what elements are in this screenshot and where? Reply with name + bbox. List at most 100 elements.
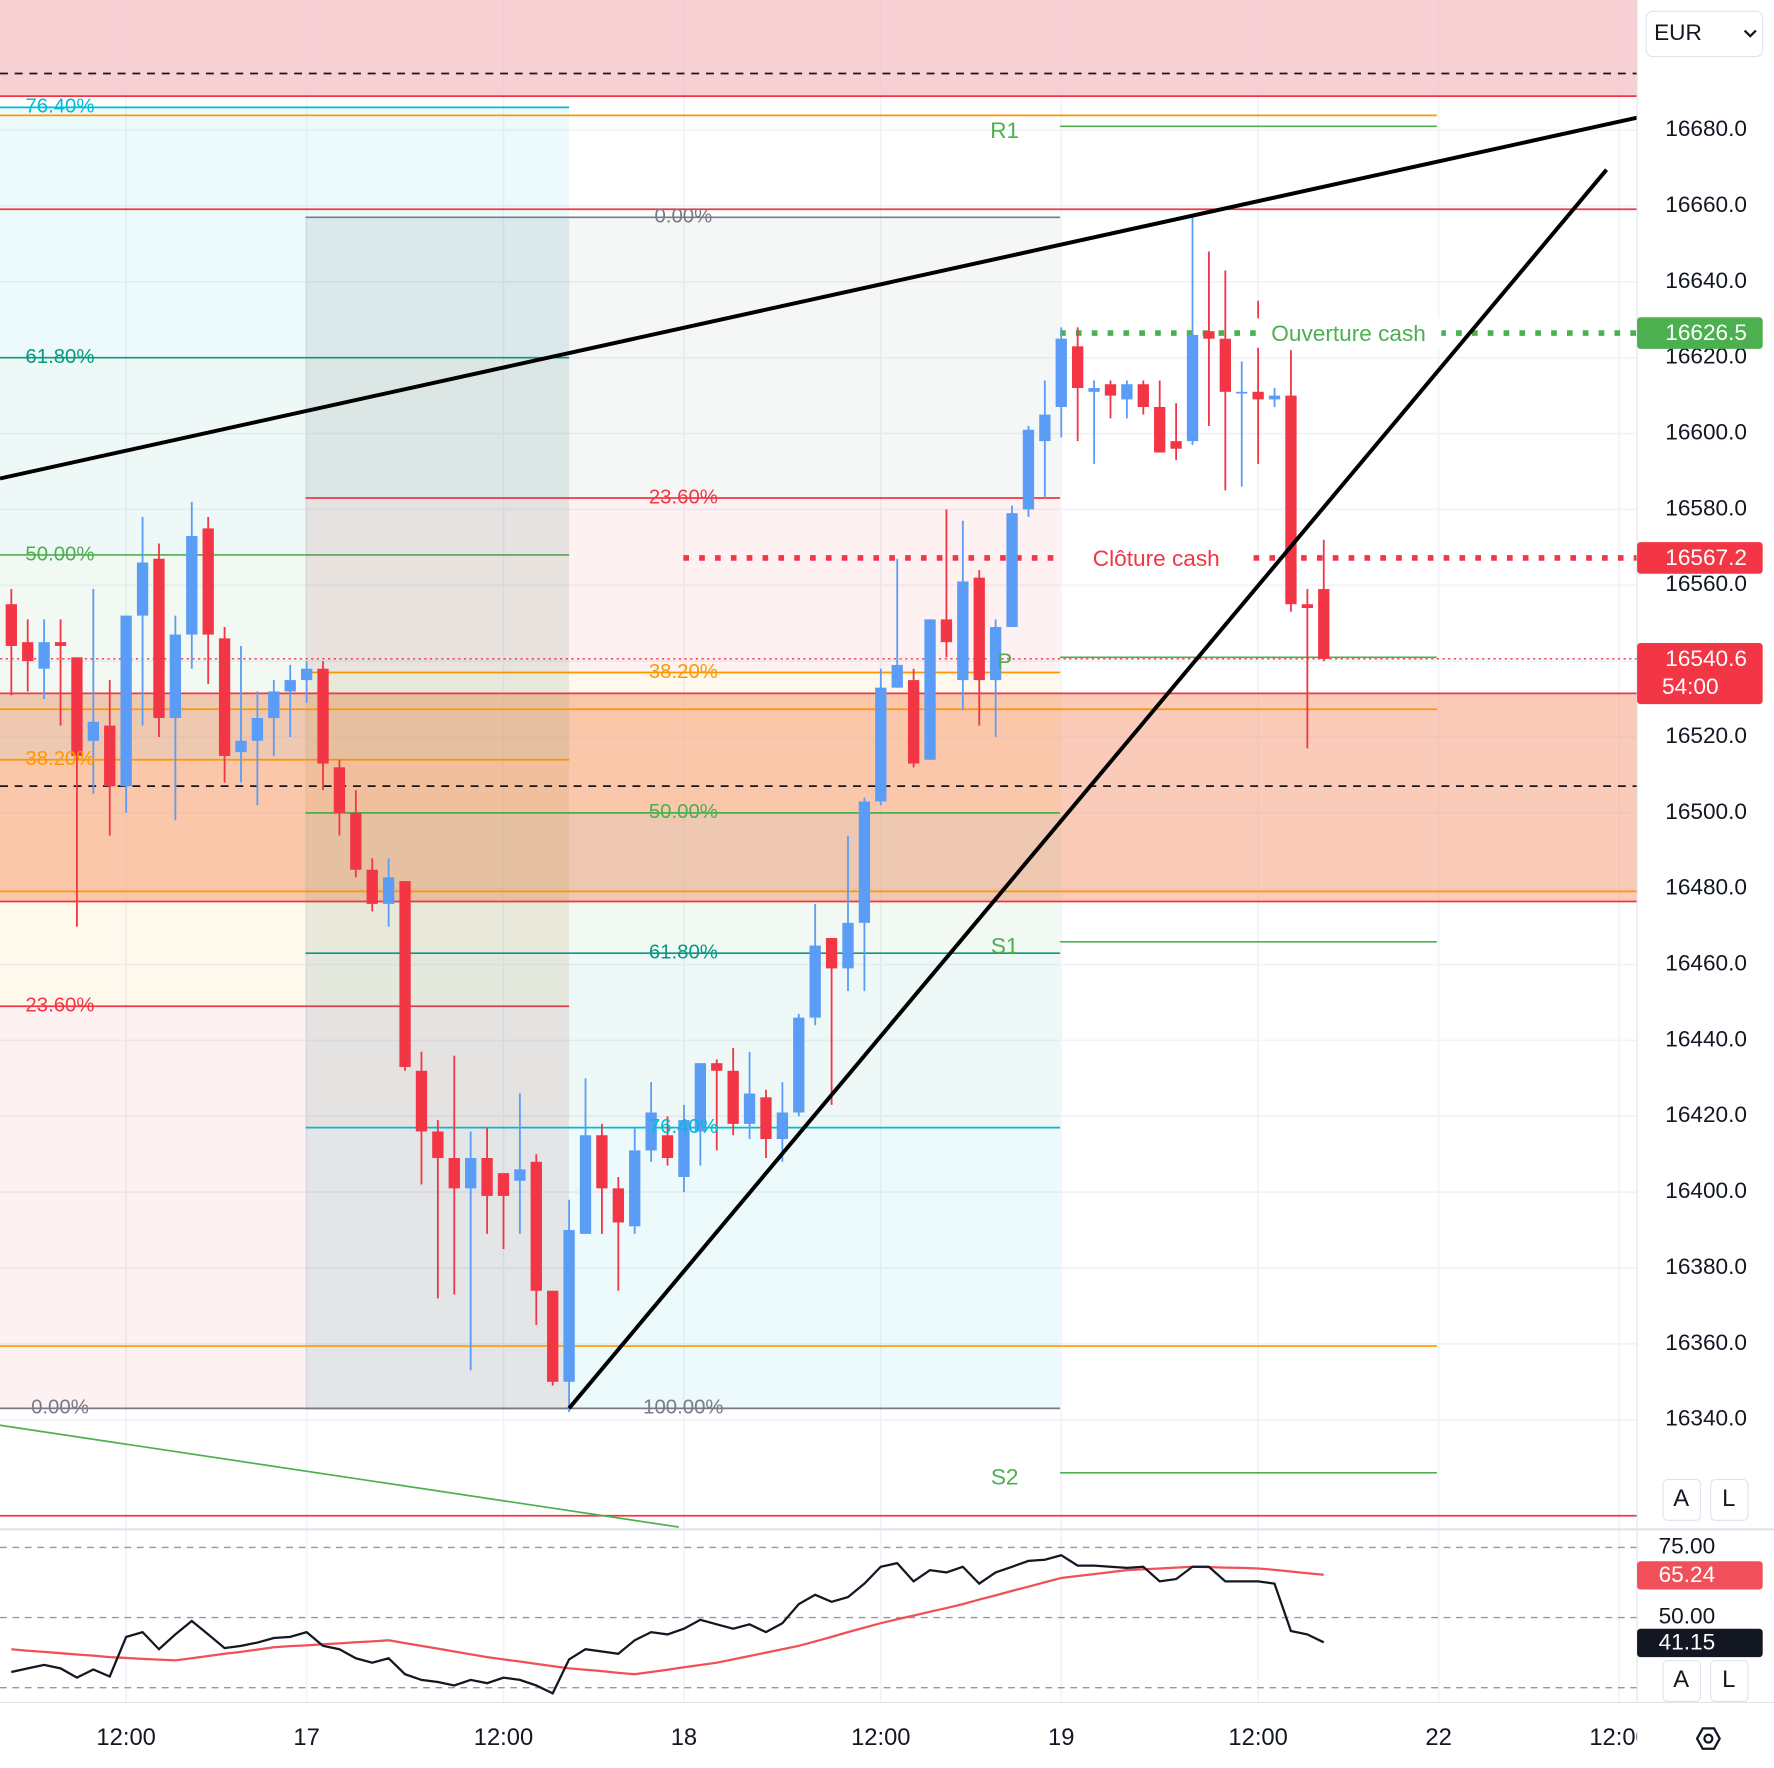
candle-body xyxy=(5,604,17,646)
candle-body xyxy=(1154,406,1166,453)
session-label: Ouverture cash xyxy=(1271,321,1426,346)
trend-line xyxy=(567,168,1609,1410)
fib-label: 61.80% xyxy=(25,346,94,368)
badges: 12:00 17 12:00 18 12:00 19 12:00 22 12:00 16340.0… xyxy=(96,116,1763,1751)
y-tick-label: 16560.0 xyxy=(1665,571,1747,596)
currency[interactable]: EUR xyxy=(1654,20,1702,45)
settings-icon[interactable] xyxy=(1695,1727,1721,1750)
candle-body xyxy=(776,1112,789,1140)
y-tick-label: 16580.0 xyxy=(1665,495,1747,520)
y-tick-label: 16340.0 xyxy=(1665,1406,1747,1431)
candle-body xyxy=(153,558,165,719)
auto-label[interactable]: A xyxy=(1673,1666,1689,1693)
fib-zone xyxy=(0,759,570,1007)
candle-body xyxy=(235,740,247,753)
last-price-label: 16540.6 xyxy=(1665,646,1747,671)
x-tick-label: 18 xyxy=(671,1724,697,1751)
candle-body xyxy=(481,1158,493,1196)
candle-body xyxy=(973,577,985,681)
candle-body xyxy=(1236,391,1248,394)
fib-zone xyxy=(305,217,1061,499)
time-axis xyxy=(0,1702,1774,1768)
candle-body xyxy=(1088,388,1100,392)
fib-label: 23.60% xyxy=(649,486,718,508)
currency-select[interactable] xyxy=(1645,10,1764,58)
candle-body xyxy=(300,668,313,681)
candle-body xyxy=(629,1150,641,1227)
candle-body xyxy=(1318,589,1330,659)
y-tick-label: 16520.0 xyxy=(1665,723,1747,748)
candle-body xyxy=(136,562,149,616)
candle-body xyxy=(661,1135,674,1159)
candle-body xyxy=(366,869,378,904)
trend-line xyxy=(0,1424,679,1528)
drawings-background xyxy=(0,0,1638,902)
auto-button[interactable] xyxy=(1662,1659,1702,1702)
candle-body xyxy=(875,687,887,802)
fib-label: 61.80% xyxy=(649,942,718,964)
candle-body xyxy=(22,642,34,662)
pivot-label: S1 xyxy=(991,933,1019,958)
log-label[interactable]: L xyxy=(1722,1485,1735,1512)
y-tick-label: 16480.0 xyxy=(1665,875,1747,900)
fib-zone xyxy=(305,812,1061,954)
log-button[interactable] xyxy=(1710,1478,1749,1521)
fib-label: 23.60% xyxy=(25,995,94,1017)
candle-body xyxy=(825,938,838,969)
value-badge-label: 65.24 xyxy=(1659,1562,1716,1587)
countdown: 54:00 xyxy=(1662,674,1719,699)
settings-icon[interactable] xyxy=(1703,1733,1714,1744)
candle-body xyxy=(1301,604,1314,609)
candle-body xyxy=(218,638,231,756)
candle-body xyxy=(1022,429,1035,510)
candle-body xyxy=(711,1063,723,1071)
y-tick-label: 16360.0 xyxy=(1665,1330,1747,1355)
price-badge xyxy=(1637,542,1763,574)
zone xyxy=(0,0,1638,97)
fib-label: 38.20% xyxy=(649,661,718,683)
candle-body xyxy=(842,922,854,969)
candle-body xyxy=(989,626,1002,681)
y-tick-label: 16680.0 xyxy=(1665,116,1747,141)
auto-label[interactable]: A xyxy=(1673,1485,1689,1512)
value-badge xyxy=(1637,1561,1763,1590)
candles xyxy=(5,213,1330,1695)
fib-label: 50.00% xyxy=(649,801,718,823)
candle-body xyxy=(694,1063,707,1132)
candle-body xyxy=(891,664,903,688)
candle-body xyxy=(399,881,411,1067)
value-badge-label: 41.15 xyxy=(1659,1629,1716,1654)
y-tick-label: 50.00 xyxy=(1659,1604,1716,1629)
candle-body xyxy=(1039,414,1051,442)
log-button[interactable] xyxy=(1710,1659,1749,1702)
fibonacci xyxy=(0,106,1061,1410)
y-tick-label: 16640.0 xyxy=(1665,268,1747,293)
candle-body xyxy=(1285,395,1297,605)
candle-body xyxy=(1203,331,1215,339)
fib-zone xyxy=(0,107,570,358)
candle-body xyxy=(169,634,182,719)
y-tick-label: 75.00 xyxy=(1659,1533,1716,1558)
candle-body xyxy=(743,1093,756,1124)
label-background xyxy=(1063,543,1250,573)
candle-body xyxy=(1252,391,1264,400)
candle-body xyxy=(432,1131,444,1159)
trend-line xyxy=(0,115,1638,481)
candle-body xyxy=(1219,338,1231,392)
fib-label: 0.00% xyxy=(654,206,712,228)
candle-body xyxy=(448,1158,460,1189)
candle-body xyxy=(793,1017,805,1113)
log-label[interactable]: L xyxy=(1722,1666,1735,1693)
labels: 76.40% 61.80% 50.00% 38.20% 23.60% 0.00% 0.00%… xyxy=(25,96,1442,1489)
candle-body xyxy=(251,718,264,741)
y-tick-label: 16440.0 xyxy=(1665,1026,1747,1051)
x-tick-label: 12:00 xyxy=(1228,1724,1287,1751)
candle-body xyxy=(563,1230,575,1382)
candle-body xyxy=(87,721,100,741)
pivot-label: P xyxy=(997,649,1012,674)
candle-body xyxy=(858,801,871,923)
x-tick-label: 12:00 xyxy=(96,1724,155,1751)
auto-button[interactable] xyxy=(1662,1478,1702,1521)
